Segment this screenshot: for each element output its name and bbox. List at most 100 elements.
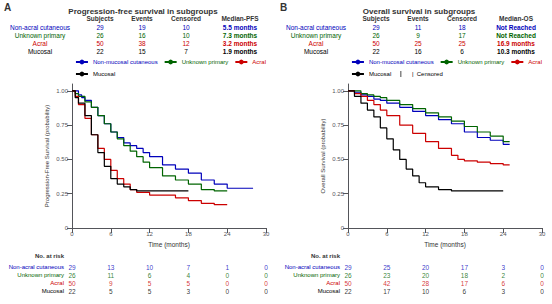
svg-text:50: 50: [96, 40, 104, 47]
svg-text:0.50: 0.50: [332, 156, 344, 162]
svg-text:Events: Events: [131, 15, 153, 22]
svg-text:13: 13: [107, 264, 115, 271]
svg-text:Non-acral cutaneous: Non-acral cutaneous: [286, 24, 347, 31]
svg-text:30: 30: [539, 231, 546, 237]
svg-text:Acral: Acral: [252, 59, 266, 65]
svg-text:5: 5: [109, 288, 113, 295]
svg-text:11: 11: [415, 24, 422, 31]
svg-text:10: 10: [182, 32, 190, 39]
svg-text:10: 10: [182, 24, 190, 31]
svg-text:Unknown primary: Unknown primary: [17, 272, 64, 278]
svg-text:7.3 months: 7.3 months: [223, 32, 258, 39]
svg-text:Acral: Acral: [528, 59, 542, 65]
svg-text:Unknown primary: Unknown primary: [182, 59, 229, 65]
svg-text:23: 23: [383, 272, 391, 279]
svg-text:26: 26: [96, 32, 104, 39]
svg-text:Acral: Acral: [33, 40, 48, 47]
svg-text:Non-acral cutaneous: Non-acral cutaneous: [10, 24, 71, 31]
svg-text:29: 29: [68, 264, 76, 271]
svg-text:20: 20: [422, 272, 430, 279]
svg-text:Time (months): Time (months): [424, 241, 466, 249]
svg-text:0.25: 0.25: [56, 191, 68, 197]
svg-text:24: 24: [500, 231, 507, 237]
svg-text:Censored: Censored: [171, 15, 201, 22]
svg-text:25: 25: [414, 40, 422, 47]
svg-text:12: 12: [146, 231, 153, 237]
svg-text:| Censored: | Censored: [412, 71, 443, 77]
svg-text:No. at risk: No. at risk: [311, 253, 341, 259]
svg-text:Time (months): Time (months): [148, 241, 190, 249]
svg-text:7: 7: [187, 264, 191, 271]
svg-text:16.9 months: 16.9 months: [497, 40, 535, 47]
svg-text:50: 50: [68, 280, 76, 287]
svg-text:30: 30: [263, 231, 270, 237]
svg-text:0: 0: [540, 280, 544, 287]
svg-text:Mucosal: Mucosal: [318, 288, 340, 294]
svg-text:0: 0: [65, 225, 69, 231]
svg-text:6: 6: [460, 48, 464, 55]
svg-text:6: 6: [463, 288, 467, 295]
svg-text:0: 0: [225, 272, 229, 279]
svg-text:26: 26: [344, 272, 352, 279]
svg-text:0: 0: [225, 288, 229, 295]
svg-text:Not Reached: Not Reached: [496, 24, 536, 31]
svg-text:11: 11: [107, 272, 114, 279]
svg-text:A: A: [4, 2, 11, 13]
svg-text:0: 0: [264, 264, 268, 271]
svg-text:3: 3: [187, 288, 191, 295]
svg-text:18: 18: [461, 231, 468, 237]
svg-text:Overall survival in subgroups: Overall survival in subgroups: [363, 7, 476, 16]
svg-text:10.3 months: 10.3 months: [497, 48, 535, 55]
svg-text:5: 5: [148, 280, 152, 287]
svg-text:50: 50: [372, 40, 380, 47]
svg-text:Events: Events: [407, 15, 429, 22]
svg-text:Censored: Censored: [447, 15, 477, 22]
svg-text:24: 24: [224, 231, 231, 237]
svg-text:22: 22: [96, 48, 104, 55]
svg-text:Non-acral cutaneous: Non-acral cutaneous: [9, 264, 64, 270]
svg-text:20: 20: [422, 264, 430, 271]
svg-text:6: 6: [385, 231, 389, 237]
svg-text:17: 17: [461, 264, 469, 271]
svg-text:29: 29: [372, 24, 380, 31]
svg-text:0: 0: [264, 280, 268, 287]
svg-text:17: 17: [461, 280, 469, 287]
svg-text:Mucosal: Mucosal: [369, 71, 391, 77]
svg-text:18: 18: [458, 24, 466, 31]
svg-text:Acral: Acral: [326, 280, 340, 286]
svg-text:18: 18: [185, 231, 192, 237]
svg-text:1.00: 1.00: [56, 88, 68, 94]
svg-text:0: 0: [264, 272, 268, 279]
svg-text:4: 4: [187, 272, 191, 279]
svg-text:22: 22: [344, 288, 352, 295]
svg-text:B: B: [280, 2, 287, 13]
svg-text:22: 22: [68, 288, 76, 295]
svg-text:0: 0: [264, 288, 268, 295]
svg-text:0.75: 0.75: [332, 122, 344, 128]
svg-text:Mucosal: Mucosal: [304, 48, 329, 55]
svg-text:No. at risk: No. at risk: [35, 253, 65, 259]
svg-text:Acral: Acral: [50, 280, 64, 286]
svg-text:3.2 months: 3.2 months: [223, 40, 258, 47]
svg-text:Overall Survival (probability): Overall Survival (probability): [320, 118, 326, 193]
svg-text:7: 7: [184, 48, 188, 55]
svg-text:Subjects: Subjects: [86, 15, 113, 23]
svg-text:Subjects: Subjects: [362, 15, 389, 23]
svg-text:0.75: 0.75: [56, 122, 68, 128]
svg-text:25: 25: [383, 264, 391, 271]
svg-text:42: 42: [383, 280, 391, 287]
svg-text:6: 6: [501, 280, 505, 287]
svg-text:Unknown primary: Unknown primary: [293, 272, 340, 278]
svg-text:3: 3: [501, 288, 505, 295]
svg-text:19: 19: [138, 24, 146, 31]
svg-text:0.50: 0.50: [56, 156, 68, 162]
svg-text:Unknown primary: Unknown primary: [458, 59, 505, 65]
svg-text:1.00: 1.00: [332, 88, 344, 94]
svg-text:9: 9: [109, 280, 113, 287]
svg-text:26: 26: [68, 272, 76, 279]
svg-text:1: 1: [225, 264, 229, 271]
svg-text:10: 10: [422, 288, 430, 295]
svg-text:5.5 months: 5.5 months: [223, 24, 258, 31]
svg-text:0: 0: [540, 264, 544, 271]
svg-text:Non-acral cutaneous: Non-acral cutaneous: [285, 264, 340, 270]
